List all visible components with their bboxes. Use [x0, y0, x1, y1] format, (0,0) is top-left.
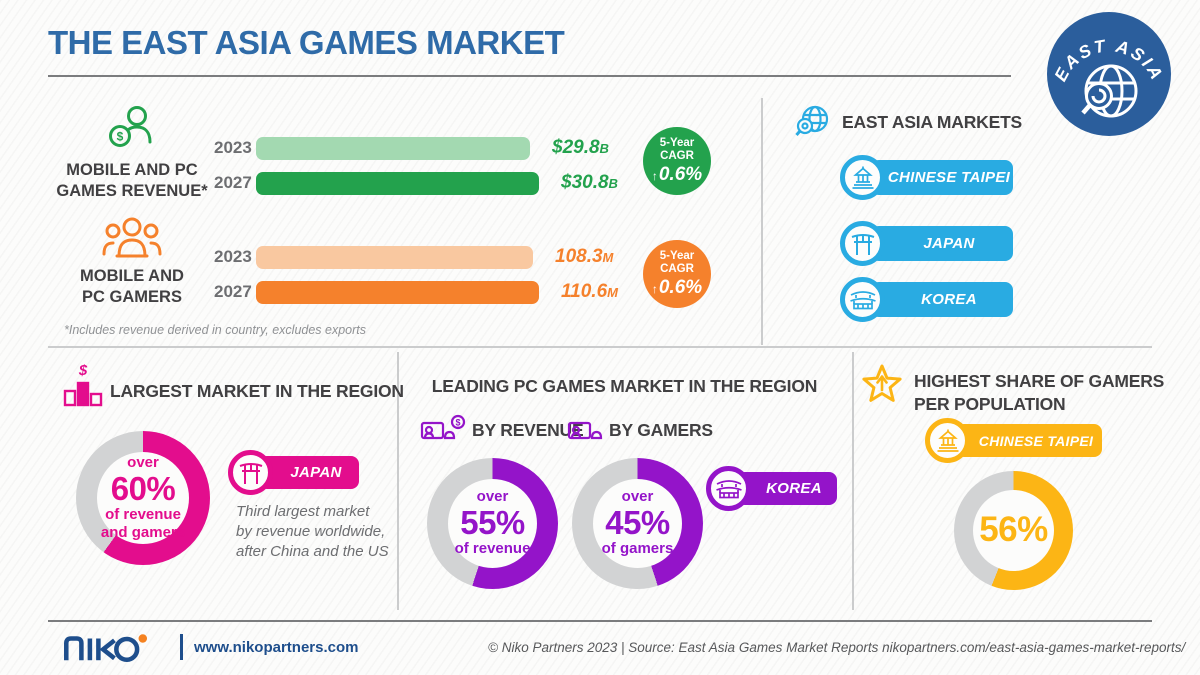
taipei-landmark-icon — [840, 155, 885, 200]
market-pill-label: CHINESE TAIPEI — [871, 160, 1013, 195]
header-rule — [48, 75, 1011, 77]
globe-magnifier-icon — [1081, 64, 1138, 118]
pill-label: CHINESE TAIPEI — [956, 424, 1102, 457]
gamer-dollar-icon: $ — [109, 106, 152, 147]
niko-logo — [64, 634, 148, 663]
donut-pc-gamers: over 45% of gamers — [572, 458, 703, 589]
korean-palace-icon — [840, 277, 885, 322]
cagr-badge-gamers: 5-Year CAGR ↑ 0.6% — [643, 240, 711, 308]
up-arrow-icon: ↑ — [651, 168, 658, 183]
donut-pc-revenue: over 55% of revenue — [427, 458, 558, 589]
bar-value: 108.3M — [555, 246, 614, 267]
highest-share-title: HIGHEST SHARE OF GAMERS PER POPULATION — [914, 371, 1165, 414]
leading-pc-title: LEADING PC GAMES MARKET IN THE REGION — [431, 376, 818, 396]
divider-vertical-top — [761, 98, 763, 345]
market-pill-chinese-taipei: CHINESE TAIPEI — [840, 155, 1013, 200]
logo-dot — [138, 634, 148, 643]
star-arrow-icon — [862, 364, 902, 402]
bar-gamers-2023 — [256, 245, 533, 269]
gamers-section-label: MOBILE AND PC GAMERS — [80, 267, 184, 306]
gamers-group-icon — [102, 217, 162, 258]
by-revenue-header: $ BY REVENUE — [420, 414, 584, 446]
podium-dollar-icon: $ — [63, 363, 103, 407]
market-pill-korea: KOREA — [840, 277, 1013, 322]
bar-row-revenue-2027: 2027 $30.8B — [214, 171, 618, 195]
largest-market-note: Third largest market by revenue worldwid… — [236, 503, 389, 560]
bar-year-label: 2023 — [214, 138, 252, 157]
bar-year-label: 2023 — [214, 247, 252, 266]
taipei-landmark-icon — [925, 418, 970, 463]
bar-value: 110.6M — [561, 281, 618, 302]
svg-text:$: $ — [117, 130, 124, 144]
markets-title: EAST ASIA MARKETS — [842, 112, 1023, 132]
bar-value: $30.8B — [561, 172, 618, 193]
divider-vertical-bottom-1 — [397, 352, 399, 610]
cagr-badge-revenue: 5-Year CAGR ↑ 0.6% — [643, 127, 711, 195]
pc-icon — [567, 421, 603, 440]
footer-credit: © Niko Partners 2023 | Source: East Asia… — [488, 640, 1186, 655]
market-pill-label: KOREA — [871, 282, 1013, 317]
bar-gamers-2027 — [256, 280, 539, 304]
pc-coin-icon: $ — [420, 414, 466, 440]
torii-gate-icon — [840, 221, 885, 266]
revenue-section-label: MOBILE AND PC GAMES REVENUE* — [56, 161, 208, 200]
torii-gate-icon — [228, 450, 273, 495]
bar-row-gamers-2023: 2023 108.3M — [214, 245, 613, 269]
pill-chinese-taipei: CHINESE TAIPEI — [925, 418, 1102, 463]
up-arrow-icon: ↑ — [651, 281, 658, 296]
globe-magnifier-icon — [795, 105, 829, 136]
pill-japan: JAPAN — [228, 450, 359, 495]
largest-market-title: LARGEST MARKET IN THE REGION — [110, 381, 404, 401]
bar-value: $29.8B — [552, 137, 609, 158]
footer-divider — [180, 634, 183, 660]
footnote: *Includes revenue derived in country, ex… — [64, 323, 367, 337]
donut-largest-market: over 60% of revenue and gamers — [76, 431, 210, 565]
bar-year-label: 2027 — [214, 173, 252, 192]
bar-revenue-2023 — [256, 136, 530, 160]
divider-horizontal-middle — [48, 346, 1152, 348]
korean-palace-icon — [706, 466, 751, 511]
bar-row-revenue-2023: 2023 $29.8B — [214, 136, 609, 160]
divider-vertical-bottom-2 — [852, 352, 854, 610]
svg-text:$: $ — [455, 418, 460, 428]
pill-korea: KOREA — [706, 466, 837, 511]
by-gamers-header: BY GAMERS — [567, 414, 713, 446]
svg-text:$: $ — [78, 363, 88, 379]
pill-label: KOREA — [737, 472, 837, 505]
footer-url[interactable]: www.nikopartners.com — [194, 639, 359, 656]
bar-revenue-2027 — [256, 171, 539, 195]
market-pill-japan: JAPAN — [840, 221, 1013, 266]
market-pill-label: JAPAN — [871, 226, 1013, 261]
bar-year-label: 2027 — [214, 282, 252, 301]
bar-row-gamers-2027: 2027 110.6M — [214, 280, 618, 304]
donut-gamers-per-population: 56% — [954, 471, 1073, 590]
footer-rule — [48, 620, 1152, 622]
page-title: THE EAST ASIA GAMES MARKET — [48, 24, 565, 61]
pill-label: JAPAN — [259, 456, 359, 489]
east-asia-badge: EAST ASIA — [1047, 12, 1171, 136]
